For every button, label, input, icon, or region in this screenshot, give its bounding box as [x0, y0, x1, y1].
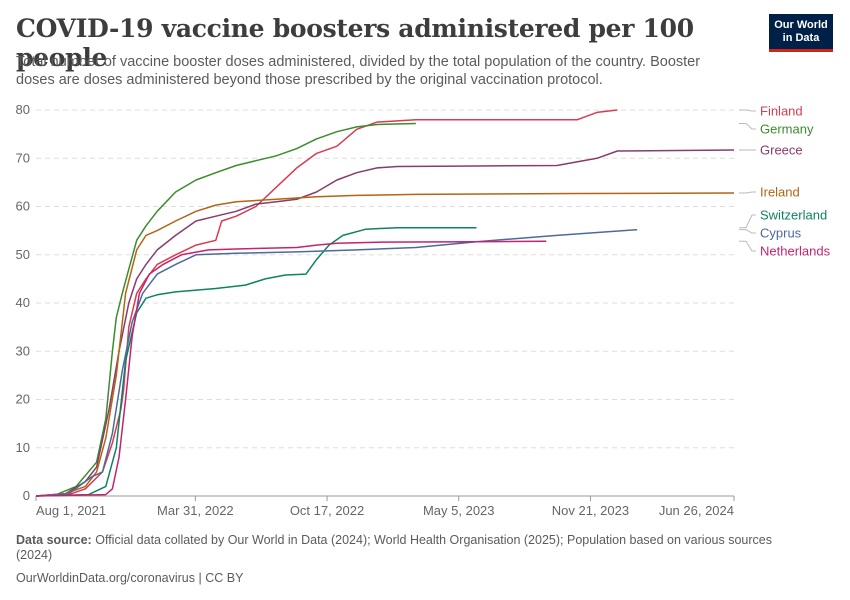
- owid-logo[interactable]: Our World in Data: [769, 14, 833, 52]
- legend-label-germany: Germany: [760, 122, 814, 137]
- logo-line-1: Our World: [774, 19, 828, 31]
- y-tick-label: 30: [16, 343, 30, 358]
- y-tick-label: 50: [16, 247, 30, 262]
- legend-connector: [739, 191, 756, 194]
- series-line-germany: [35, 122, 416, 497]
- y-tick-label: 40: [16, 295, 30, 310]
- source-label: Data source:: [16, 533, 92, 547]
- x-axis: Aug 1, 2021 Mar 31, 2022 Oct 17, 2022 May 5…: [35, 495, 735, 518]
- line-chart: 0 10 20 30 40 50 60 70 80 Aug 1, 2021 Mar 31, 202…: [16, 102, 831, 518]
- x-tick-label: Aug 1, 2021: [36, 503, 106, 518]
- series-line-netherlands: [35, 240, 547, 497]
- legend-label-cyprus: Cyprus: [760, 226, 802, 241]
- x-tick-label: Mar 31, 2022: [157, 503, 234, 518]
- x-tick-label: Oct 17, 2022: [290, 503, 364, 518]
- y-tick-label: 10: [16, 440, 30, 455]
- grid-lines: [36, 109, 734, 449]
- series-line-greece: [35, 149, 735, 497]
- series-line-switzerland: [35, 226, 477, 497]
- x-tick-label: Jun 26, 2024: [659, 503, 734, 518]
- series-lines: [35, 109, 735, 497]
- chart-title: COVID-19 vaccine boosters administered p…: [16, 14, 694, 72]
- y-tick-label: 70: [16, 150, 30, 165]
- series-line-finland: [35, 109, 618, 497]
- legend-connector: [739, 109, 756, 112]
- logo-line-2: in Data: [782, 32, 820, 44]
- y-tick-label: 60: [16, 199, 30, 214]
- legend-label-finland: Finland: [760, 104, 803, 119]
- legend-connector: [739, 229, 756, 234]
- legend-connector: [739, 240, 756, 252]
- legend-label-ireland: Ireland: [760, 185, 800, 200]
- x-tick-label: Nov 21, 2023: [552, 503, 629, 518]
- chart-subtitle: Total number of vaccine booster doses ad…: [16, 54, 701, 88]
- series-line-cyprus: [35, 228, 638, 497]
- y-tick-label: 80: [16, 102, 30, 117]
- y-tick-label: 20: [16, 392, 30, 407]
- footer-source: Data source: Official data collated by O…: [16, 533, 796, 563]
- legend-connector: [739, 123, 756, 130]
- x-tick-label: May 5, 2023: [423, 503, 495, 518]
- source-text: Official data collated by Our World in D…: [16, 533, 772, 562]
- legend-label-greece: Greece: [760, 143, 803, 158]
- y-axis-ticks: 0 10 20 30 40 50 60 70 80: [16, 102, 30, 503]
- legend-label-netherlands: Netherlands: [760, 244, 831, 259]
- legend-connector: [739, 214, 756, 229]
- legend: Finland Germany Greece Ireland Switzerland Cy…: [739, 104, 831, 259]
- y-tick-label: 0: [23, 488, 30, 503]
- footer-link[interactable]: OurWorldinData.org/coronavirus | CC BY: [16, 571, 244, 585]
- legend-label-switzerland: Switzerland: [760, 208, 827, 223]
- series-line-ireland: [35, 192, 735, 497]
